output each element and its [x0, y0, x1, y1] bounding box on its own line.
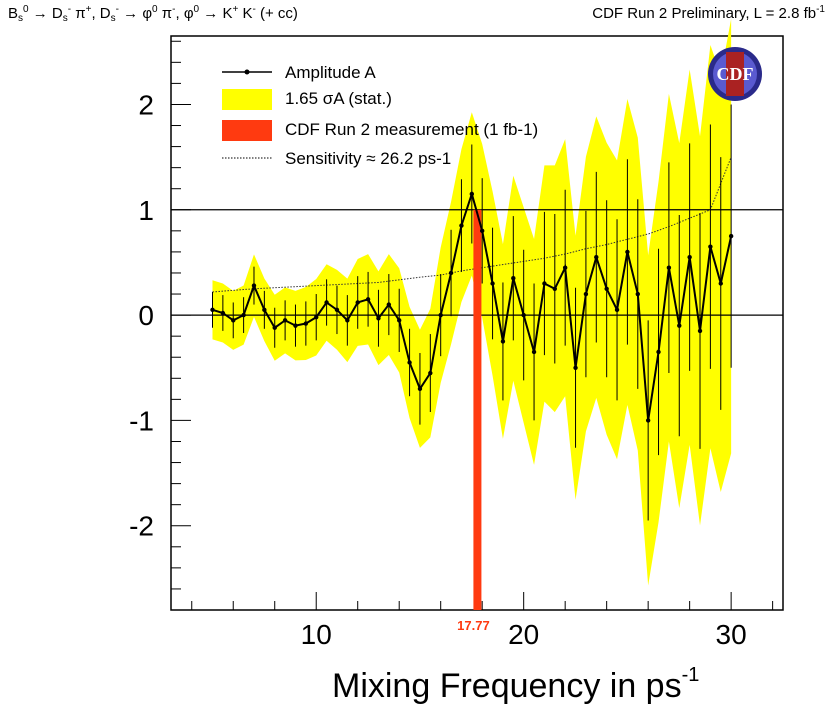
- x-axis-label: Mixing Frequency in ps-1: [332, 664, 700, 705]
- amplitude-point: [687, 254, 692, 260]
- amplitude-point: [677, 323, 682, 328]
- x-tick-label: 20: [508, 619, 539, 650]
- amplitude-point: [448, 270, 454, 276]
- amplitude-point: [635, 291, 640, 297]
- amplitude-point: [573, 365, 578, 370]
- y-tick-label: 2: [138, 89, 154, 120]
- amplitude-point: [521, 312, 526, 318]
- legend-amplitude-marker: [244, 69, 250, 75]
- amplitude-point: [220, 310, 226, 316]
- amplitude-point: [231, 318, 236, 323]
- amplitude-point: [272, 325, 277, 330]
- axis-ticks: -2 -1 0 1 2 10 20 30: [129, 40, 774, 650]
- y-tick-label: 0: [138, 300, 154, 331]
- cdf-logo-text: CDF: [717, 64, 754, 84]
- cdf-logo: CDF: [708, 47, 762, 101]
- amplitude-point: [625, 249, 630, 255]
- amplitude-point: [293, 323, 298, 328]
- amplitude-point: [490, 281, 495, 286]
- amplitude-point: [583, 291, 589, 297]
- y-tick-label: -2: [129, 511, 154, 542]
- amplitude-point: [479, 228, 485, 234]
- amplitude-point: [645, 418, 651, 423]
- amplitude-point: [542, 281, 547, 286]
- amplitude-point: [511, 276, 516, 281]
- legend-sensitivity-label: Sensitivity ≈ 26.2 ps-1: [285, 149, 451, 168]
- amplitude-layer: [210, 190, 734, 423]
- legend-band-label: 1.65 σA (stat.): [285, 89, 392, 108]
- sigma-band-layer: [212, 18, 732, 586]
- amplitude-point: [376, 316, 381, 321]
- amplitude-point: [314, 315, 319, 320]
- amplitude-point: [397, 318, 402, 323]
- x-tick-label: 30: [716, 619, 747, 650]
- amplitude-point: [438, 312, 443, 318]
- amplitude-point: [210, 307, 215, 313]
- amplitude-point: [728, 233, 734, 239]
- amplitude-point: [407, 360, 412, 365]
- y-tick-label: 1: [138, 195, 154, 226]
- amplitude-point: [241, 312, 246, 318]
- amplitude-point: [417, 386, 423, 392]
- legend-amplitude-label: Amplitude A: [285, 63, 376, 82]
- measurement-layer: 17.77: [457, 209, 490, 633]
- amplitude-point: [303, 321, 309, 326]
- amplitude-point: [365, 297, 371, 302]
- amplitude-point: [594, 254, 599, 260]
- amplitude-point: [282, 318, 288, 323]
- amplitude-point: [552, 286, 557, 291]
- amplitude-point: [324, 300, 329, 305]
- decay-channel-caption: Bs0 → Ds- π+, Ds- → φ0 π-, φ0 → K+ K- (+…: [8, 4, 298, 24]
- amplitude-point: [345, 318, 350, 323]
- legend: Amplitude A 1.65 σA (stat.) CDF Run 2 me…: [222, 63, 538, 168]
- amplitude-point: [500, 339, 506, 344]
- x-tick-label: 10: [301, 619, 332, 650]
- amplitude-point: [604, 286, 609, 291]
- amplitude-point: [697, 328, 703, 334]
- amplitude-point: [251, 283, 257, 288]
- amplitude-point: [355, 300, 360, 305]
- amplitude-point: [708, 244, 713, 249]
- measurement-label: 17.77: [457, 618, 490, 633]
- legend-measurement-label: CDF Run 2 measurement (1 fb-1): [285, 120, 538, 139]
- amplitude-point: [459, 223, 464, 228]
- measurement-bar: [473, 209, 482, 610]
- amplitude-point: [656, 349, 661, 355]
- amplitude-point: [718, 281, 723, 286]
- amplitude-point: [562, 265, 568, 270]
- amplitude-point: [666, 265, 672, 270]
- sigma-band: [212, 18, 732, 586]
- amplitude-point: [262, 307, 267, 313]
- legend-band-swatch: [222, 89, 272, 110]
- luminosity-caption: CDF Run 2 Preliminary, L = 2.8 fb-1: [592, 4, 825, 22]
- amplitude-point: [469, 191, 475, 197]
- amplitude-point: [531, 349, 537, 355]
- amplitude-point: [428, 370, 433, 376]
- legend-measurement-swatch: [222, 120, 272, 141]
- amplitude-point: [614, 307, 620, 313]
- y-tick-label: -1: [129, 405, 154, 436]
- amplitude-point: [386, 302, 392, 307]
- amplitude-point: [334, 307, 340, 313]
